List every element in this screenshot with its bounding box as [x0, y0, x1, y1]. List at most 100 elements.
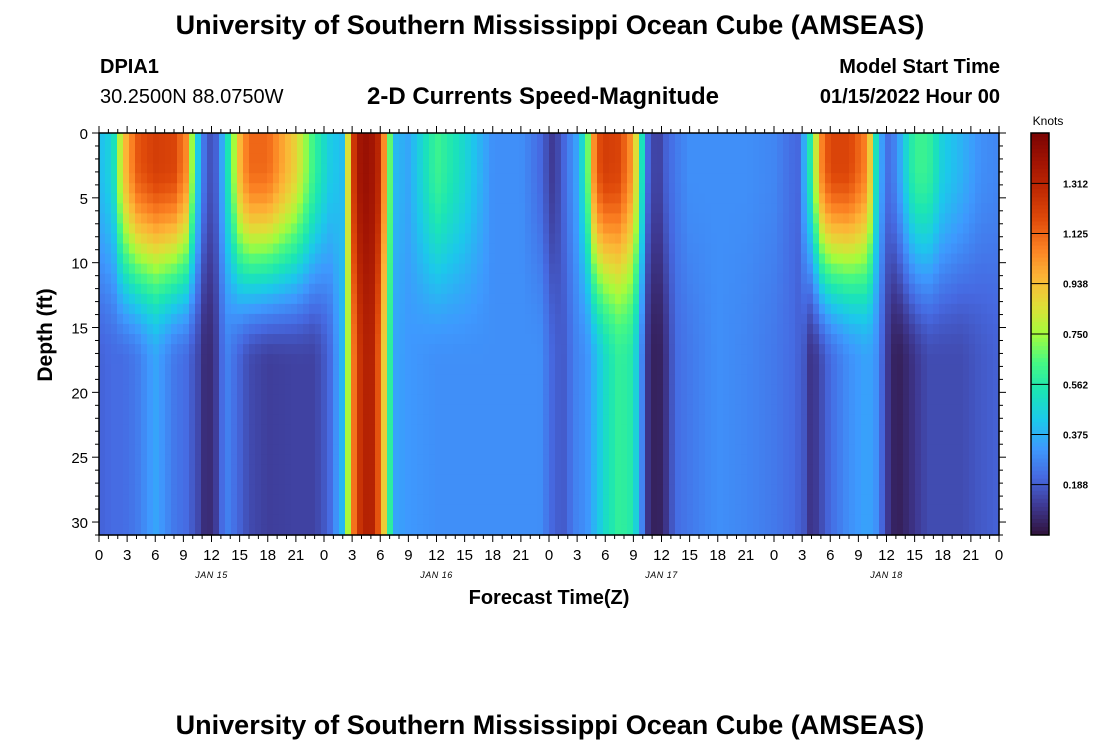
heatmap-cell: [459, 323, 466, 335]
heatmap-cell: [645, 454, 652, 466]
heatmap-cell: [543, 233, 550, 245]
heatmap-cell: [597, 263, 604, 275]
heatmap-cell: [837, 454, 844, 466]
heatmap-cell: [843, 173, 850, 184]
heatmap-cell: [723, 133, 730, 144]
heatmap-cell: [801, 183, 808, 194]
heatmap-cell: [843, 344, 850, 355]
heatmap-cell: [567, 444, 574, 456]
heatmap-cell: [231, 404, 238, 415]
heatmap-cell: [189, 243, 196, 255]
heatmap-cell: [303, 213, 310, 225]
heatmap-cell: [591, 354, 598, 365]
heatmap-cell: [735, 273, 742, 285]
heatmap-cell: [651, 313, 658, 325]
heatmap-cell: [483, 334, 490, 345]
heatmap-cell: [825, 464, 832, 476]
heatmap-cell: [423, 233, 430, 245]
heatmap-cell: [369, 163, 376, 174]
heatmap-cell: [795, 263, 802, 275]
heatmap-cell: [447, 484, 454, 496]
heatmap-cell: [495, 233, 502, 245]
heatmap-cell: [705, 364, 712, 375]
heatmap-cell: [567, 464, 574, 476]
heatmap-cell: [405, 143, 412, 154]
heatmap-cell: [663, 434, 670, 446]
heatmap-cell: [813, 313, 820, 325]
heatmap-cell: [735, 323, 742, 335]
heatmap-cell: [729, 283, 736, 295]
heatmap-cell: [525, 253, 532, 265]
heatmap-cell: [585, 524, 592, 536]
heatmap-cell: [597, 173, 604, 184]
heatmap-cell: [351, 404, 358, 415]
heatmap-cell: [195, 334, 202, 345]
heatmap-cell: [123, 293, 130, 305]
heatmap-cell: [525, 384, 532, 395]
heatmap-cell: [345, 233, 352, 245]
heatmap-cell: [267, 434, 274, 446]
heatmap-cell: [453, 183, 460, 194]
heatmap-cell: [573, 404, 580, 415]
heatmap-cell: [645, 313, 652, 325]
heatmap-cell: [615, 394, 622, 405]
heatmap-cell: [669, 153, 676, 164]
heatmap-cell: [537, 153, 544, 164]
heatmap-cell: [297, 474, 304, 486]
heatmap-cell: [507, 434, 514, 446]
heatmap-cell: [465, 424, 472, 436]
heatmap-cell: [645, 374, 652, 385]
heatmap-cell: [309, 374, 316, 385]
heatmap-cell: [591, 303, 598, 315]
heatmap-cell: [339, 263, 346, 275]
heatmap-cell: [837, 183, 844, 194]
heatmap-cell: [759, 334, 766, 345]
heatmap-cell: [303, 394, 310, 405]
heatmap-cell: [555, 173, 562, 184]
heatmap-cell: [735, 524, 742, 536]
heatmap-cell: [669, 133, 676, 144]
heatmap-cell: [693, 303, 700, 315]
heatmap-cell: [639, 424, 646, 436]
heatmap-cell: [303, 454, 310, 466]
heatmap-cell: [279, 394, 286, 405]
heatmap-cell: [579, 303, 586, 315]
heatmap-cell: [117, 213, 124, 225]
heatmap-cell: [297, 173, 304, 184]
heatmap-cell: [681, 173, 688, 184]
heatmap-cell: [267, 213, 274, 225]
heatmap-cell: [681, 163, 688, 174]
heatmap-cell: [807, 374, 814, 385]
heatmap-cell: [279, 464, 286, 476]
heatmap-cell: [483, 514, 490, 526]
heatmap-cell: [363, 364, 370, 375]
heatmap-cell: [759, 313, 766, 325]
heatmap-cell: [675, 193, 682, 204]
heatmap-cell: [429, 153, 436, 164]
heatmap-cell: [777, 153, 784, 164]
heatmap-cell: [117, 354, 124, 365]
heatmap-cell: [393, 223, 400, 235]
heatmap-cell: [435, 213, 442, 225]
heatmap-cell: [483, 213, 490, 225]
heatmap-cell: [141, 504, 148, 516]
heatmap-cell: [357, 283, 364, 295]
heatmap-cell: [501, 524, 508, 536]
heatmap-cell: [747, 323, 754, 335]
heatmap-cell: [159, 143, 166, 154]
heatmap-cell: [471, 233, 478, 245]
heatmap-cell: [807, 444, 814, 456]
heatmap-cell: [441, 283, 448, 295]
heatmap-cell: [207, 213, 214, 225]
heatmap-cell: [225, 153, 232, 164]
heatmap-cell: [591, 484, 598, 496]
heatmap-cell: [567, 163, 574, 174]
heatmap-cell: [267, 263, 274, 275]
heatmap-cell: [321, 474, 328, 486]
heatmap-cell: [363, 173, 370, 184]
heatmap-cell: [669, 303, 676, 315]
heatmap-cell: [393, 323, 400, 335]
heatmap-cell: [363, 213, 370, 225]
heatmap-cell: [195, 504, 202, 516]
heatmap-cell: [291, 173, 298, 184]
